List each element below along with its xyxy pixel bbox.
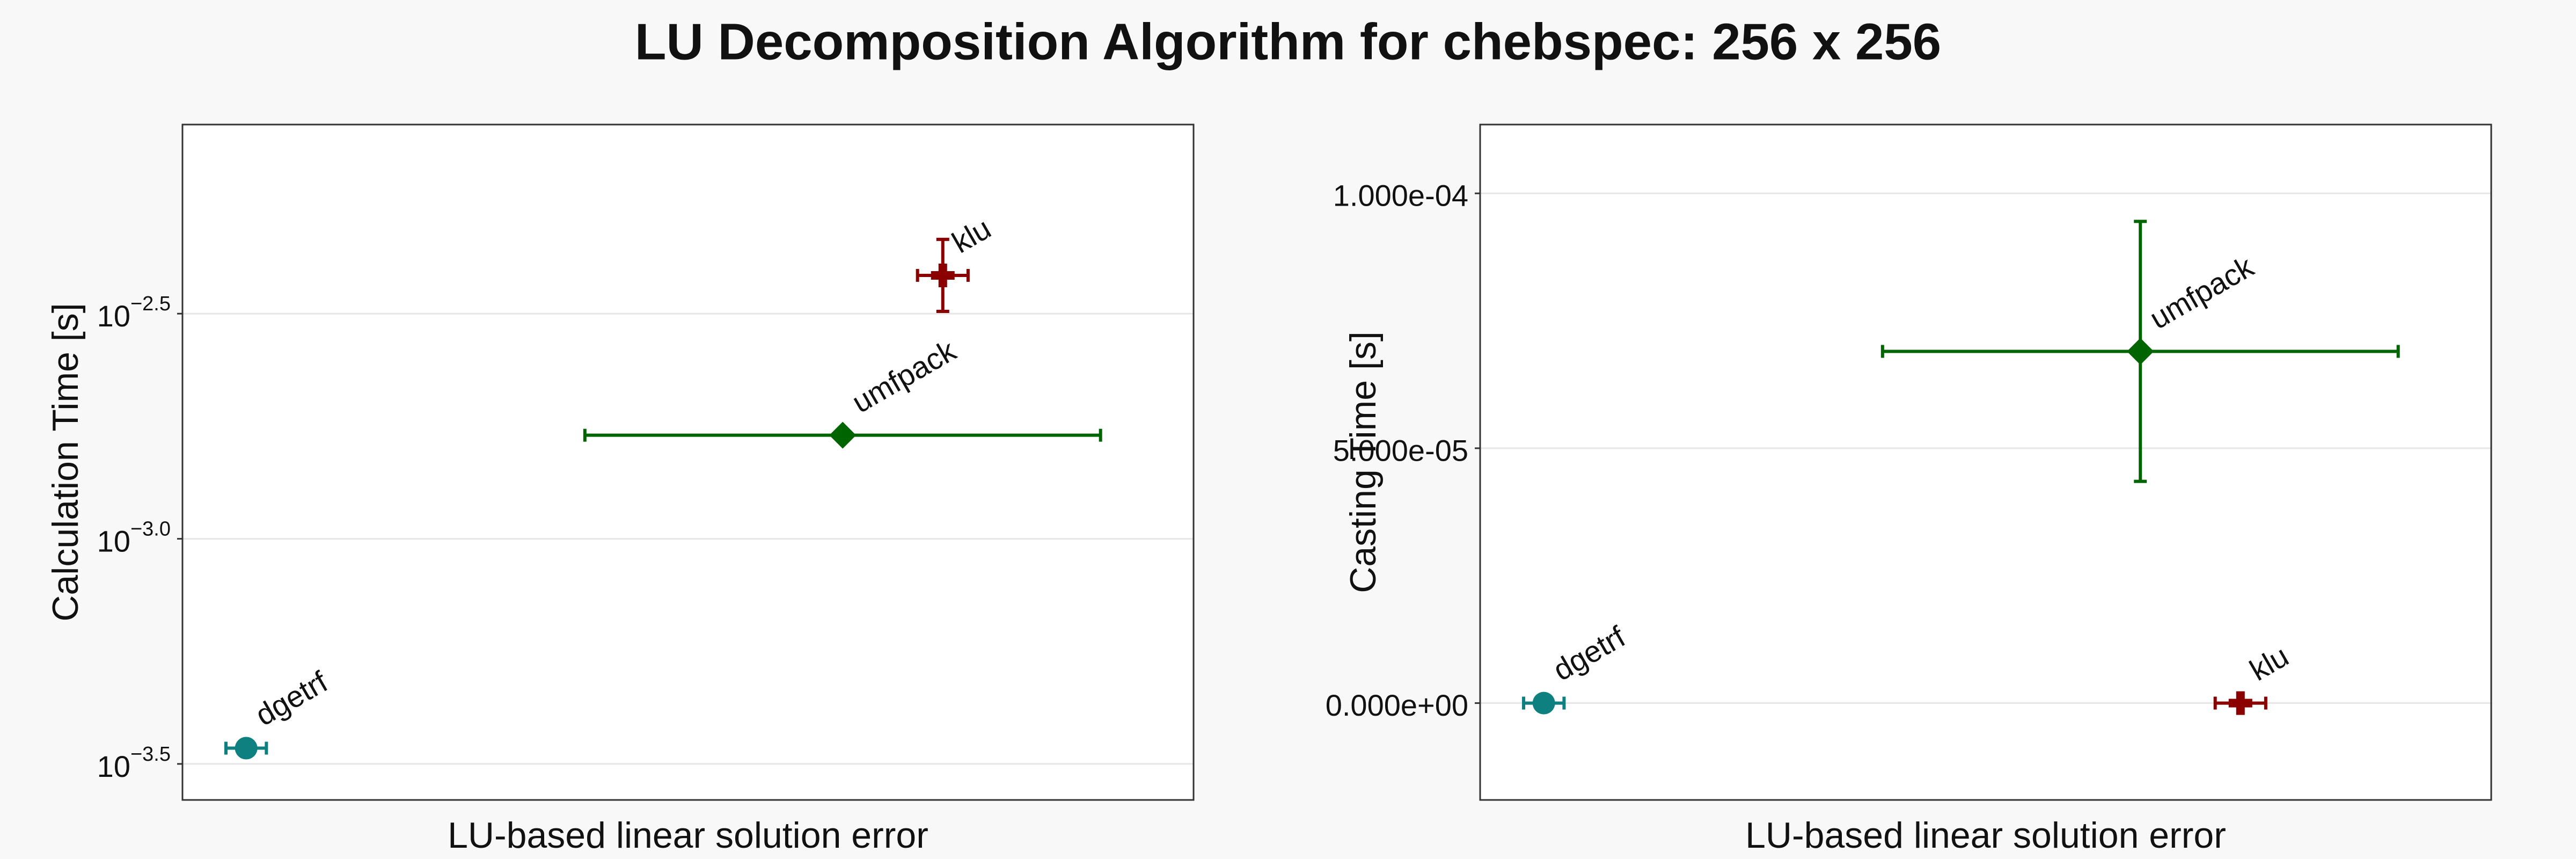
y-tick-label: 1.000e-04 bbox=[1333, 179, 1468, 213]
y-tick-label: 5.000e-05 bbox=[1333, 433, 1468, 467]
figure-title: LU Decomposition Algorithm for chebspec:… bbox=[635, 13, 1941, 71]
y-tick-label: 10−2.5 bbox=[97, 293, 171, 333]
right-panel: 0.000e+00 5.000e-05 1.000e-04 LU-based line… bbox=[1326, 123, 2492, 856]
data-point bbox=[931, 263, 955, 287]
x-axis-label: LU-based linear solution error bbox=[1745, 815, 2226, 856]
y-axis-label: Calculation Time [s] bbox=[45, 303, 86, 621]
plot-area bbox=[182, 125, 1194, 800]
plot-area bbox=[1480, 125, 2491, 800]
data-point bbox=[2127, 338, 2154, 365]
plot-frame bbox=[181, 123, 1195, 801]
data-point bbox=[829, 421, 857, 449]
data-point bbox=[235, 737, 258, 760]
data-point bbox=[2228, 691, 2252, 715]
x-axis-label: LU-based linear solution error bbox=[448, 815, 928, 856]
left-panel: 10−2.5 10−3.0 10−3.5 LU-based linear soluti… bbox=[45, 123, 1195, 856]
y-tick-label: 10−3.0 bbox=[97, 518, 171, 558]
plot-frame bbox=[1479, 123, 2492, 801]
y-tick-label: 0.000e+00 bbox=[1326, 688, 1468, 722]
y-axis-label: Casting Time [s] bbox=[1343, 331, 1384, 593]
y-tick-label: 10−3.5 bbox=[97, 743, 171, 783]
data-point bbox=[1532, 691, 1555, 715]
